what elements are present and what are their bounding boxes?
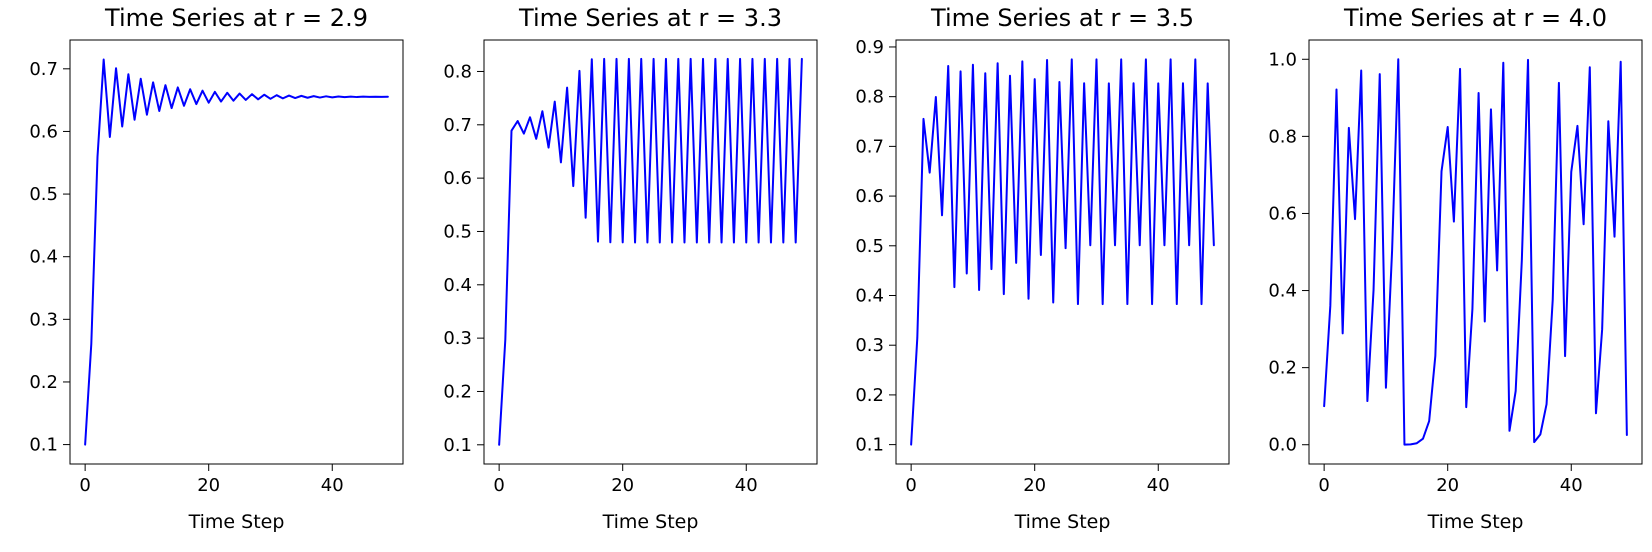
x-tick-label: 40 [1147, 475, 1170, 496]
chart-title: Time Series at r = 2.9 [104, 4, 368, 32]
y-tick-label: 0.1 [443, 435, 472, 456]
series-line [1323, 58, 1628, 446]
series-line [498, 57, 803, 446]
x-tick-label: 40 [735, 475, 758, 496]
subplot-grid: Time Series at r = 2.9 0 20 40 0.1 0.2 0.3 0.4 0… [29, 4, 1643, 533]
y-tick-label: 0.7 [29, 59, 58, 80]
y-tick-label: 0.8 [855, 87, 884, 108]
chart-panel-1: Time Series at r = 2.9 0 20 40 0.1 0.2 0.3 0.4 0… [29, 4, 404, 533]
y-tick-label: 0.8 [1268, 126, 1297, 147]
y-tick-label: 0.2 [855, 385, 884, 406]
x-tick-label: 20 [1436, 475, 1459, 496]
y-tick-label: 0.5 [855, 236, 884, 257]
series-line [910, 58, 1215, 446]
axes-frame [1308, 39, 1643, 465]
y-tick-label: 0.4 [855, 285, 884, 306]
y-tick-label: 0.9 [855, 37, 884, 58]
y-tick-label: 0.4 [29, 247, 58, 268]
chart-title: Time Series at r = 3.5 [930, 4, 1194, 32]
x-tick-label: 0 [905, 475, 916, 496]
axes-frame [895, 39, 1230, 465]
y-tick-label: 0.8 [443, 61, 472, 82]
x-tick-label: 20 [197, 475, 220, 496]
y-tick-label: 0.6 [29, 121, 58, 142]
y-tick-label: 0.3 [29, 309, 58, 330]
y-tick-label: 0.3 [443, 328, 472, 349]
x-tick-label: 40 [1560, 475, 1583, 496]
chart-panel-3: Time Series at r = 3.5 0 20 40 0.1 0.2 0.3 0.4 0… [855, 4, 1230, 533]
axes-frame [483, 39, 818, 465]
y-tick-label: 0.6 [855, 186, 884, 207]
series-line [84, 58, 389, 446]
x-axis-label: Time Step [602, 511, 699, 533]
chart-title: Time Series at r = 3.3 [518, 4, 782, 32]
x-axis-label: Time Step [188, 511, 285, 533]
x-tick-label: 20 [611, 475, 634, 496]
x-axis-label: Time Step [1014, 511, 1111, 533]
y-tick-label: 0.7 [443, 115, 472, 136]
y-tick-label: 1.0 [1268, 49, 1297, 70]
x-tick-label: 40 [321, 475, 344, 496]
x-tick-label: 0 [79, 475, 90, 496]
y-tick-label: 0.4 [1268, 281, 1297, 302]
axes-frame [69, 39, 404, 465]
y-tick-label: 0.6 [443, 168, 472, 189]
y-tick-label: 0.5 [443, 221, 472, 242]
chart-panel-2: Time Series at r = 3.3 0 20 40 0.1 0.2 0.3 0.4 0… [443, 4, 818, 533]
y-tick-label: 0.2 [29, 372, 58, 393]
y-tick-label: 0.2 [443, 381, 472, 402]
y-tick-label: 0.4 [443, 275, 472, 296]
y-tick-label: 0.3 [855, 335, 884, 356]
y-tick-label: 0.6 [1268, 203, 1297, 224]
x-tick-label: 0 [493, 475, 504, 496]
y-tick-label: 0.1 [855, 435, 884, 456]
chart-title: Time Series at r = 4.0 [1343, 4, 1607, 32]
y-tick-label: 0.0 [1268, 435, 1297, 456]
x-axis-label: Time Step [1427, 511, 1524, 533]
chart-panel-4: Time Series at r = 4.0 0 20 40 0.0 0.2 0.4 0.6 0… [1268, 4, 1643, 533]
x-tick-label: 20 [1023, 475, 1046, 496]
x-tick-label: 0 [1318, 475, 1329, 496]
y-tick-label: 0.5 [29, 184, 58, 205]
y-tick-label: 0.2 [1268, 358, 1297, 379]
y-tick-label: 0.1 [29, 435, 58, 456]
y-tick-label: 0.7 [855, 136, 884, 157]
